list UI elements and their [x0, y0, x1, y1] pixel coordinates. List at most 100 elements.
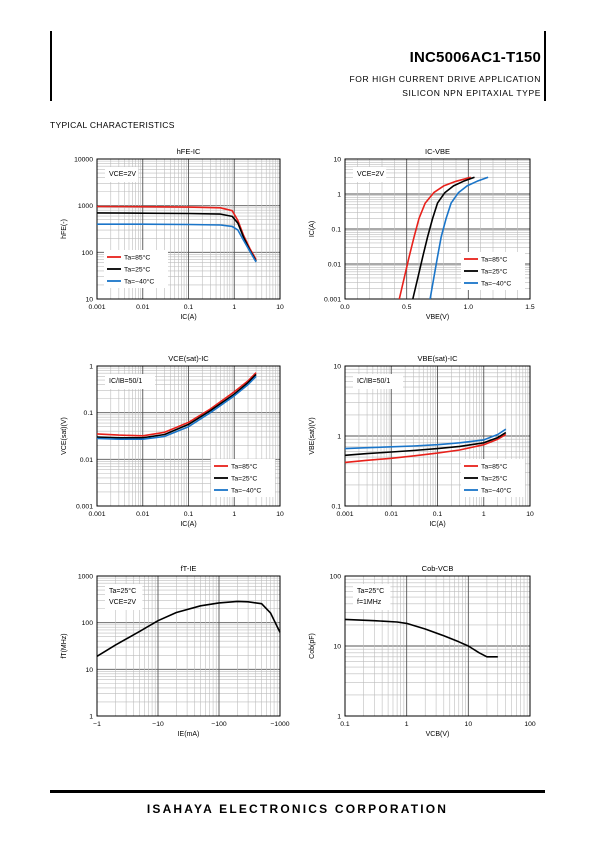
series-line	[412, 176, 475, 300]
series-line	[96, 373, 257, 439]
plot-frame	[96, 158, 281, 300]
note-background	[105, 374, 155, 389]
condition-note-text: Ta=25°C	[357, 587, 384, 595]
application-subtitle: FOR HIGH CURRENT DRIVE APPLICATION	[349, 74, 541, 84]
x-tick-label: −1	[93, 721, 101, 728]
y-tick-label: 0.01	[80, 457, 93, 464]
legend-label: Ta=−40°C	[481, 280, 511, 288]
chart-title: fT-IE	[181, 564, 197, 573]
plot-frame	[344, 575, 531, 717]
legend: Ta=85°C Ta=25°C Ta=−40°C	[211, 459, 275, 497]
x-axis-label: IC(A)	[180, 314, 196, 321]
y-tick-label: 10	[333, 644, 341, 651]
note-background	[353, 167, 387, 182]
condition-note-text: VCE=2V	[109, 171, 136, 178]
x-axis-label: IC(A)	[429, 521, 445, 528]
plot-frame	[96, 575, 281, 717]
y-tick-label: 0.001	[324, 297, 341, 304]
chart-title: IC-VBE	[425, 147, 450, 156]
legend-label: Ta=25°C	[481, 268, 507, 276]
series-line	[96, 375, 257, 441]
series-line	[96, 600, 281, 657]
y-tick-label: 100	[330, 574, 342, 581]
y-tick-label: 100	[82, 620, 94, 627]
x-tick-label: 0.001	[336, 511, 353, 518]
condition-note: VCE=2V	[353, 167, 387, 182]
condition-note: IC/IB=50/1	[105, 374, 155, 389]
plot-frame	[96, 365, 281, 507]
x-tick-label: 10	[276, 304, 284, 311]
condition-note: IC/IB=50/1	[353, 374, 403, 389]
part-number: INC5006AC1-T150	[409, 49, 541, 66]
company-name: ISAHAYA ELECTRONICS CORPORATION	[146, 802, 449, 816]
series-line	[398, 176, 472, 300]
y-tick-label: 1	[89, 364, 93, 371]
x-tick-label: 0.1	[184, 511, 194, 518]
y-tick-label: 1	[337, 434, 341, 441]
series-line	[344, 428, 507, 450]
series-line	[429, 176, 489, 300]
type-subtitle: SILICON NPN EPITAXIAL TYPE	[402, 88, 541, 98]
y-tick-label: 10000	[74, 157, 93, 164]
series-line	[96, 212, 257, 262]
y-tick-label: 1000	[78, 574, 93, 581]
series-line	[344, 618, 498, 658]
y-axis-label: Cob(pF)	[309, 633, 316, 659]
y-tick-label: 1	[337, 714, 341, 721]
plot-frame	[344, 365, 531, 507]
y-axis-label: VCE(sat)(V)	[61, 417, 68, 455]
x-tick-label: 10	[276, 511, 284, 518]
x-tick-label: 0.01	[136, 511, 149, 518]
legend: Ta=85°C Ta=25°C Ta=−40°C	[461, 459, 525, 497]
x-tick-label: 1	[232, 304, 236, 311]
series-line	[344, 433, 507, 464]
chart-title: Cob-VCB	[422, 564, 454, 573]
y-axis-label: VBE(sat)(V)	[309, 417, 316, 454]
y-axis-label: hFE(-)	[61, 219, 68, 239]
legend-label: Ta=−40°C	[481, 487, 511, 495]
plot-frame	[344, 158, 531, 300]
note-background	[353, 374, 403, 389]
legend-label: Ta=−40°C	[124, 278, 154, 286]
condition-note-text: VCE=2V	[109, 599, 136, 606]
x-tick-label: 10	[465, 721, 473, 728]
legend-label: Ta=85°C	[231, 463, 257, 471]
footer-rule	[50, 790, 545, 793]
x-tick-label: 0.1	[184, 304, 194, 311]
x-axis-label: IE(mA)	[178, 731, 200, 738]
x-tick-label: −1000	[270, 721, 289, 728]
x-tick-label: 0.01	[385, 511, 398, 518]
x-tick-label: 10	[526, 511, 534, 518]
x-tick-label: 0.001	[88, 304, 105, 311]
x-axis-label: VBE(V)	[426, 314, 449, 321]
x-tick-label: 0.5	[402, 304, 412, 311]
x-axis-label: VCB(V)	[426, 731, 450, 738]
condition-note: VCE=2V	[105, 167, 139, 182]
note-background	[353, 584, 391, 610]
y-axis-label: IC(A)	[309, 221, 316, 237]
note-background	[105, 584, 143, 610]
x-tick-label: 1	[482, 511, 486, 518]
x-tick-label: 0.1	[340, 721, 350, 728]
condition-note-text: f=1MHz	[357, 599, 382, 606]
section-title: TYPICAL CHARACTERISTICS	[50, 120, 175, 130]
x-tick-label: 1.5	[525, 304, 535, 311]
condition-note: Ta=25°C f=1MHz	[353, 584, 391, 610]
y-tick-label: 0.01	[328, 262, 341, 269]
x-tick-label: 0.001	[88, 511, 105, 518]
y-tick-label: 0.1	[332, 504, 342, 511]
chart-title: hFE-IC	[177, 147, 201, 156]
legend-label: Ta=−40°C	[231, 487, 261, 495]
condition-note-text: VCE=2V	[357, 171, 384, 178]
legend-label: Ta=25°C	[231, 475, 257, 483]
chart-title: VBE(sat)-IC	[417, 354, 458, 363]
y-axis-label: fT(MHz)	[61, 633, 68, 658]
x-tick-label: 100	[524, 721, 536, 728]
x-tick-label: −10	[152, 721, 164, 728]
